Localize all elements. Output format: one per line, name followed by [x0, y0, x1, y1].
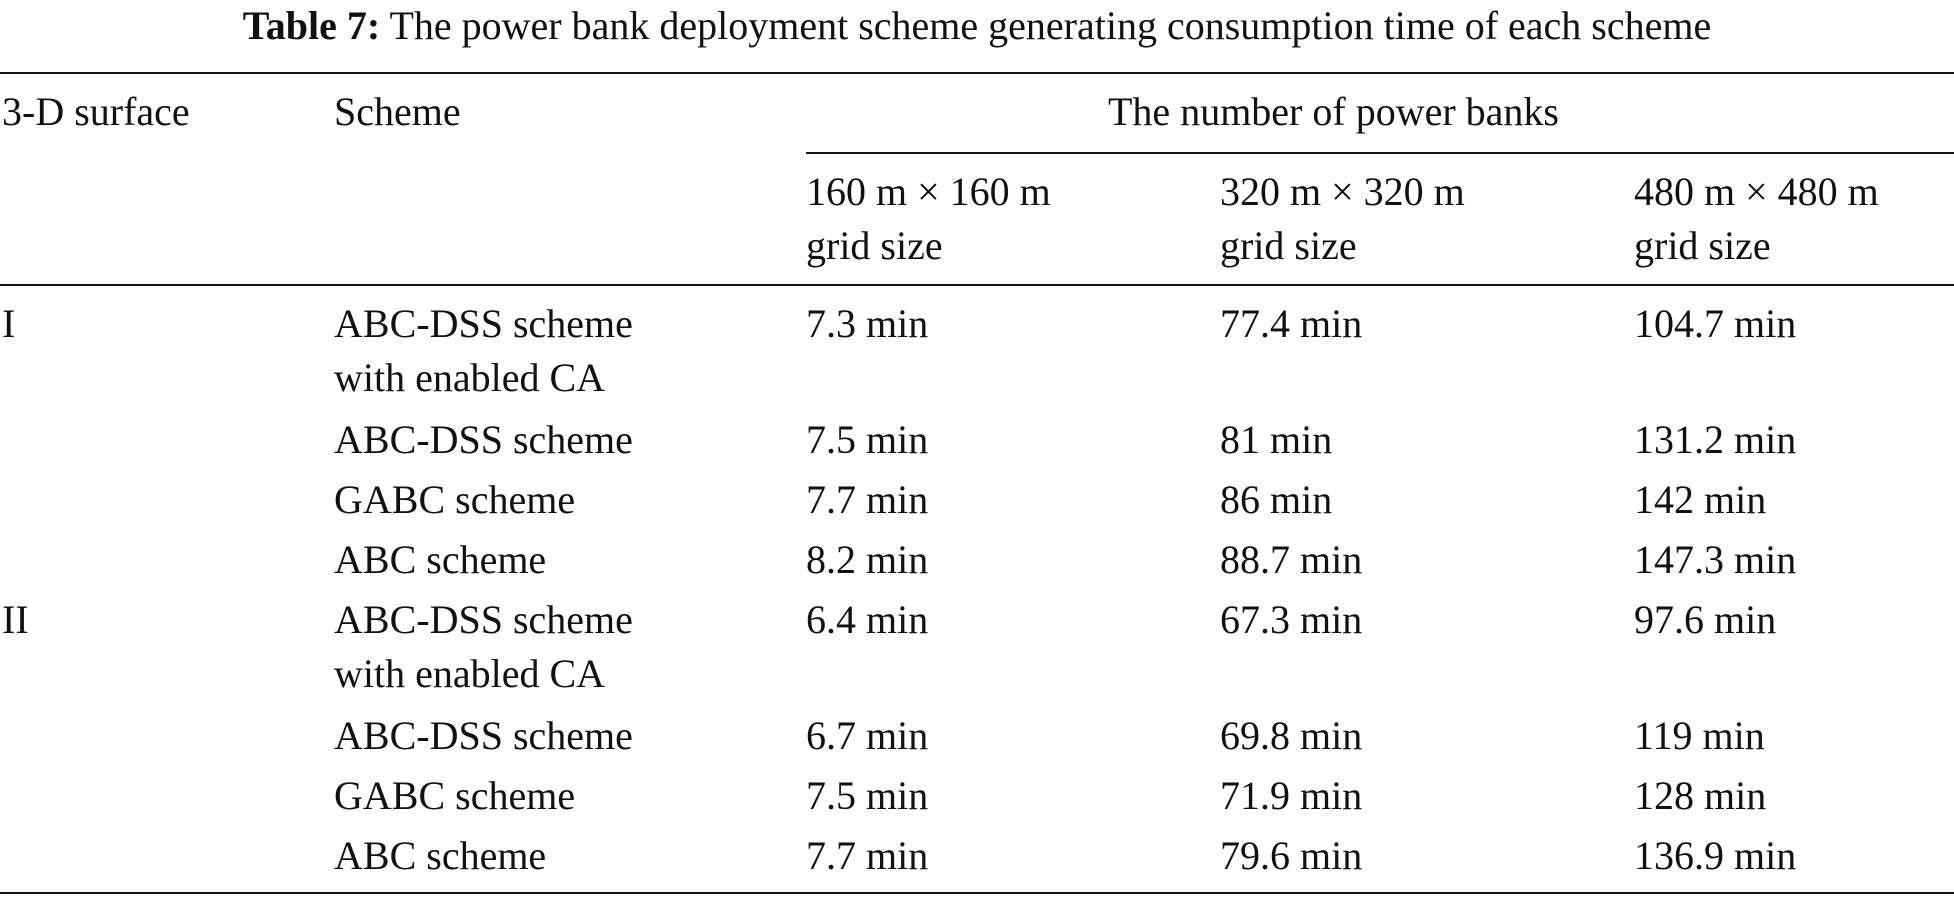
top-rule — [0, 72, 1954, 74]
caption-label: Table 7: — [242, 3, 381, 48]
row-1-scheme: ABC-DSS scheme — [334, 301, 633, 346]
row-5-surface: II — [2, 597, 29, 642]
row-6-col3: 119 min — [1634, 713, 1765, 758]
row-7-scheme: GABC scheme — [334, 773, 576, 818]
row-2-scheme: ABC-DSS scheme — [334, 417, 633, 462]
row-3-col1: 7.7 min — [806, 477, 929, 522]
row-5-col3: 97.6 min — [1634, 597, 1777, 642]
row-8-col1: 7.7 min — [806, 833, 929, 878]
row-1-surface: I — [2, 301, 16, 346]
row-6-col2: 69.8 min — [1220, 713, 1363, 758]
row-8-col3: 136.9 min — [1634, 833, 1797, 878]
row-7-col2: 71.9 min — [1220, 773, 1363, 818]
header-group: The number of power banks — [1108, 89, 1559, 134]
header-rule — [0, 284, 1954, 286]
row-1-col1: 7.3 min — [806, 301, 929, 346]
row-1-col3: 104.7 min — [1634, 301, 1797, 346]
row-2-col3: 131.2 min — [1634, 417, 1797, 462]
header-scheme: Scheme — [334, 89, 461, 134]
row-6-scheme: ABC-DSS scheme — [334, 713, 633, 758]
table-caption: Table 7: The power bank deployment schem… — [0, 2, 1954, 50]
row-2-col1: 7.5 min — [806, 417, 929, 462]
header-col3-line2: grid size — [1634, 223, 1771, 268]
row-3-scheme: GABC scheme — [334, 477, 576, 522]
header-col2-line2: grid size — [1220, 223, 1357, 268]
row-4-scheme: ABC scheme — [334, 537, 547, 582]
header-col3-line1: 480 m × 480 m — [1634, 169, 1879, 214]
row-1-col2: 77.4 min — [1220, 301, 1363, 346]
header-col1-line1: 160 m × 160 m — [806, 169, 1051, 214]
row-5-scheme: ABC-DSS scheme — [334, 597, 633, 642]
row-4-col2: 88.7 min — [1220, 537, 1363, 582]
header-col2-line1: 320 m × 320 m — [1220, 169, 1465, 214]
row-1-scheme-line2: with enabled CA — [334, 355, 606, 400]
row-4-col1: 8.2 min — [806, 537, 929, 582]
header-col1-line2: grid size — [806, 223, 943, 268]
bottom-rule — [0, 892, 1954, 894]
row-7-col3: 128 min — [1634, 773, 1767, 818]
row-3-col2: 86 min — [1220, 477, 1333, 522]
row-6-col1: 6.7 min — [806, 713, 929, 758]
row-3-col3: 142 min — [1634, 477, 1767, 522]
row-5-scheme-line2: with enabled CA — [334, 651, 606, 696]
row-5-col2: 67.3 min — [1220, 597, 1363, 642]
row-4-col3: 147.3 min — [1634, 537, 1797, 582]
row-5-col1: 6.4 min — [806, 597, 929, 642]
row-2-col2: 81 min — [1220, 417, 1333, 462]
caption-text: The power bank deployment scheme generat… — [389, 3, 1712, 48]
group-rule — [806, 152, 1954, 154]
row-7-col1: 7.5 min — [806, 773, 929, 818]
header-surface: 3-D surface — [2, 89, 190, 134]
row-8-col2: 79.6 min — [1220, 833, 1363, 878]
row-8-scheme: ABC scheme — [334, 833, 547, 878]
